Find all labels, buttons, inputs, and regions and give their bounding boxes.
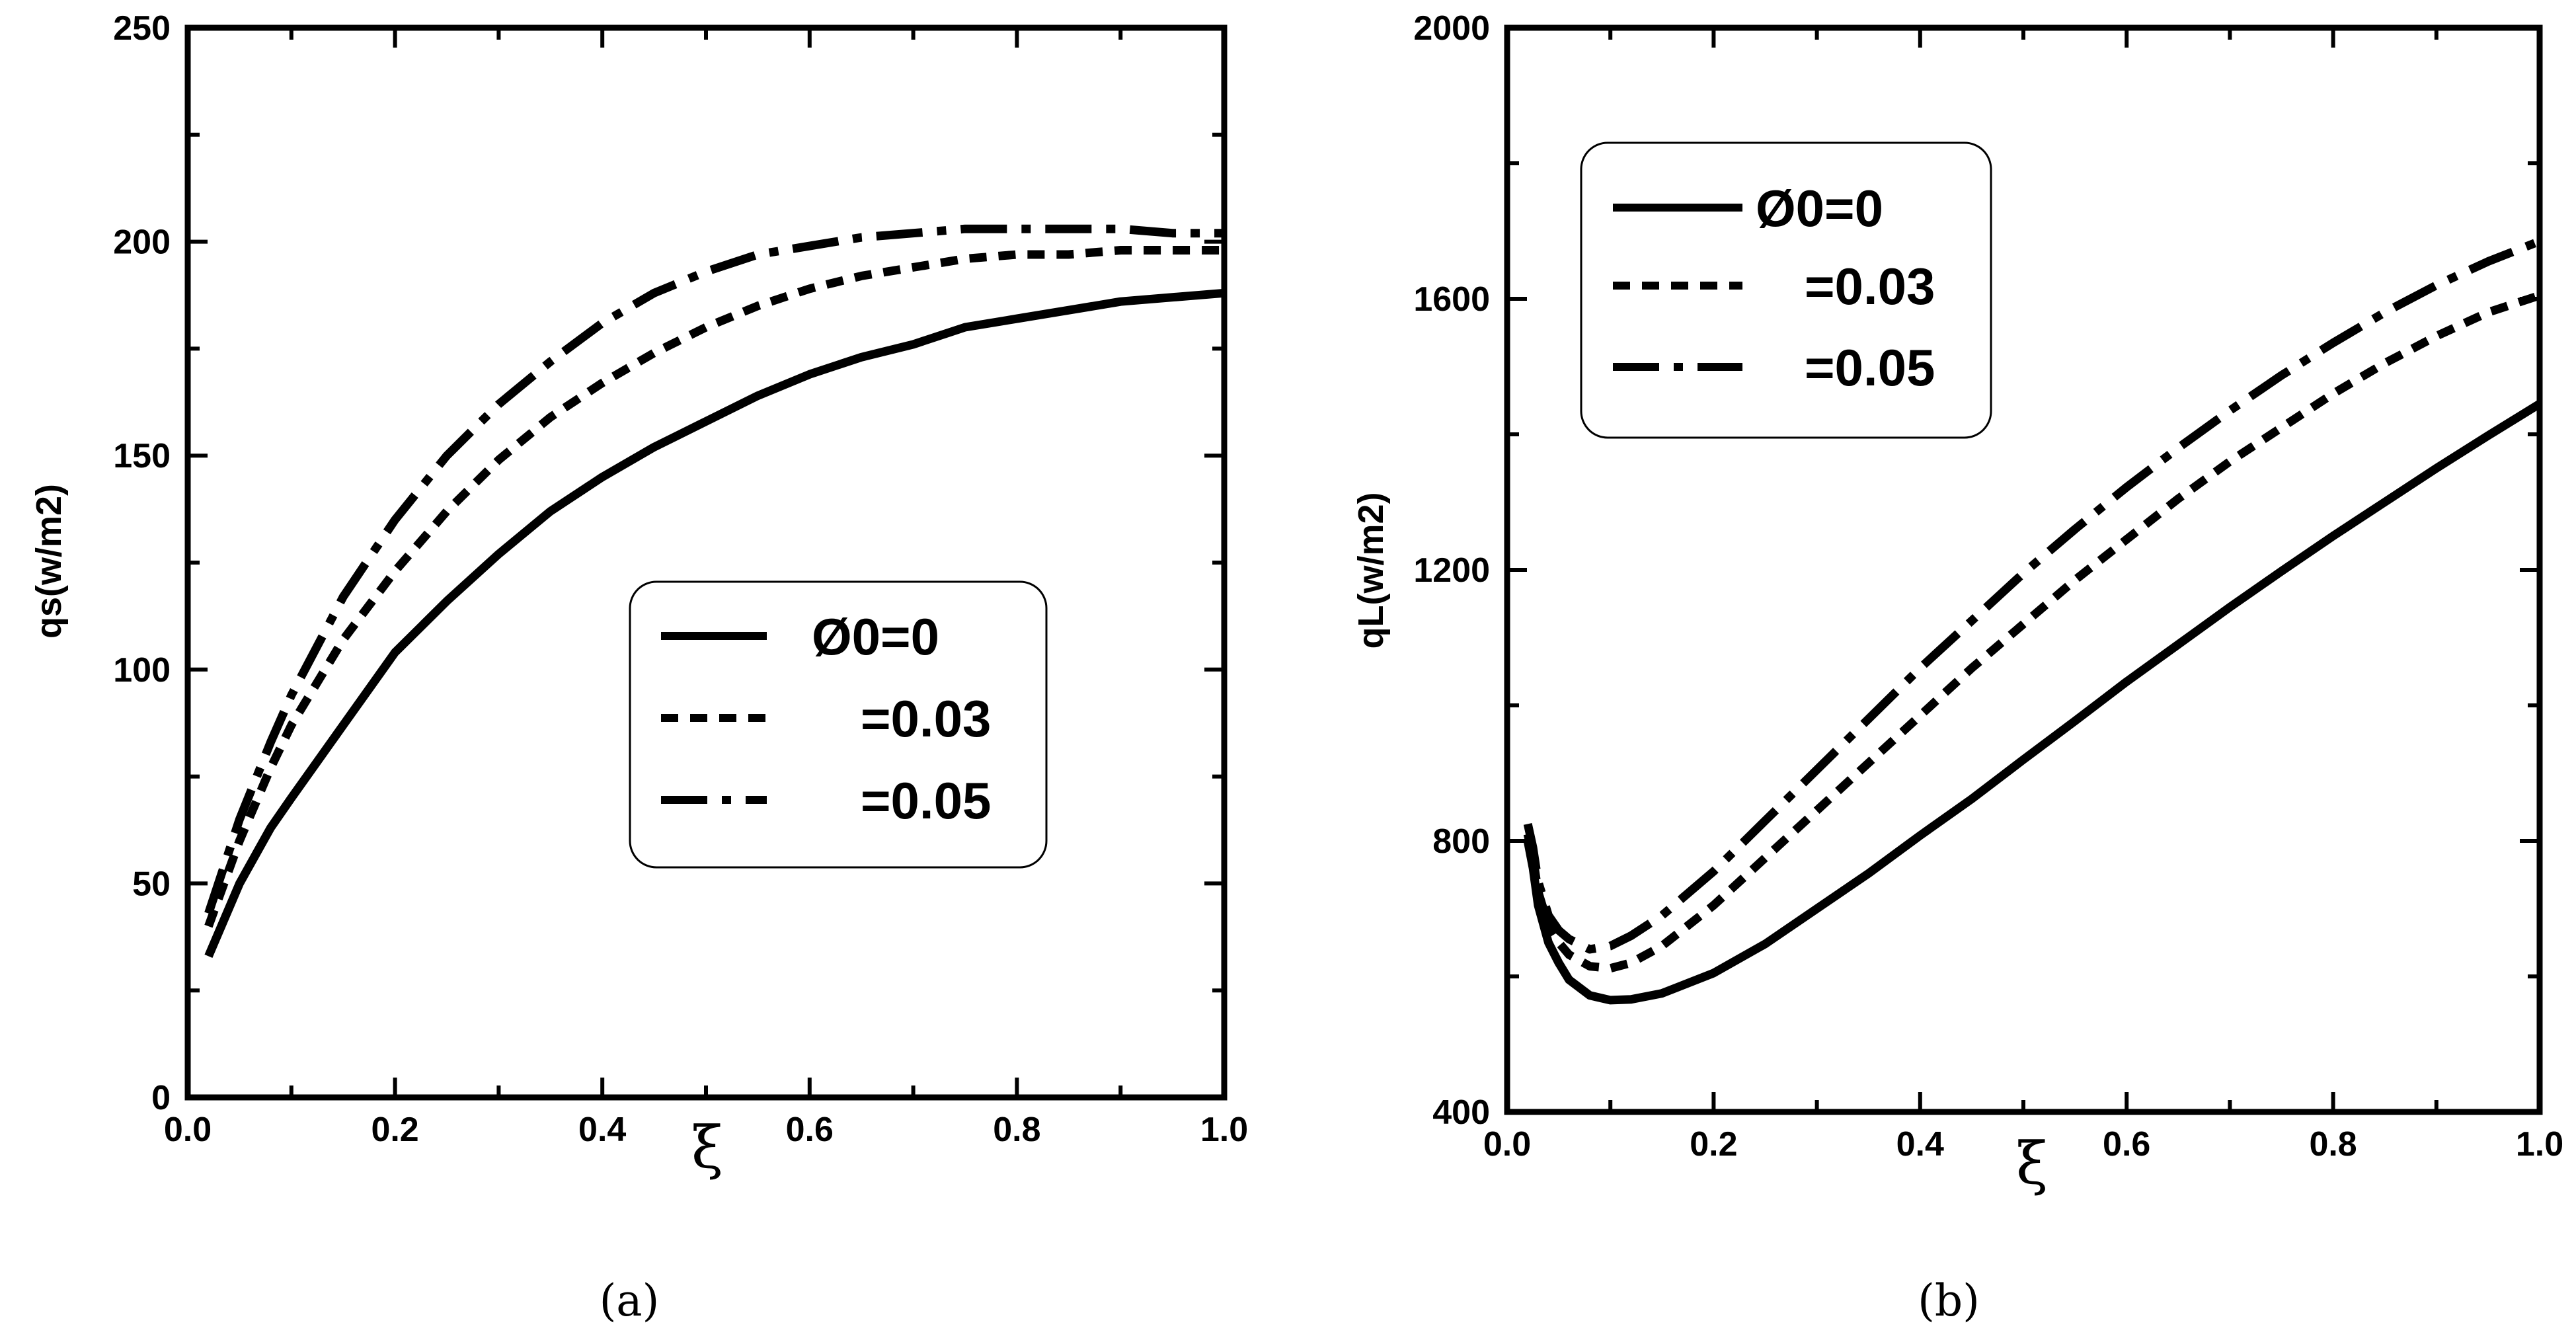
x-tick-label: 0.6 (2103, 1125, 2150, 1164)
x-tick-label: 0.4 (578, 1111, 626, 1149)
y-tick-label: 1200 (1413, 551, 1490, 590)
x-tick-label: 0.6 (786, 1111, 834, 1149)
chart-panel-b: 0.0 0.2 0.4 0.6 0.8 1.0 400 800 1200 1600 2000 qL… (1351, 9, 2563, 1326)
chart-b-caption: (b) (1918, 1275, 1980, 1326)
chart-b-y-tick-labels: 400 800 1200 1600 2000 (1413, 9, 1490, 1132)
series-line-phi0-0 (204, 288, 1225, 958)
legend-label: Ø0=0 (1756, 179, 1883, 237)
chart-a-x-axis-title: ξ (691, 1113, 723, 1181)
chart-b-plot-frame (1504, 24, 2543, 1115)
y-tick-label: 250 (113, 9, 171, 48)
chart-b-legend: Ø0=0 =0.03 =0.05 (1580, 141, 1992, 439)
chart-a-y-tick-labels: 0 50 100 150 200 250 (113, 9, 171, 1117)
x-tick-label: 0.0 (164, 1111, 212, 1149)
chart-a-caption: (a) (600, 1275, 660, 1326)
y-tick-label: 200 (113, 223, 171, 262)
y-tick-label: 2000 (1413, 9, 1490, 48)
series-line-phi0-0-05 (204, 224, 1224, 915)
legend-label: =0.03 (1805, 257, 1935, 315)
x-tick-label: 1.0 (2516, 1125, 2563, 1164)
y-tick-label: 150 (113, 437, 171, 475)
x-tick-label: 0.4 (1896, 1125, 1944, 1164)
chart-b-legend-box (1580, 141, 1992, 439)
legend-label: =0.05 (861, 771, 991, 830)
series-line-phi0-0-03 (204, 246, 1224, 928)
series-line-phi0-0 (1523, 400, 2542, 1005)
y-tick-label: 0 (151, 1079, 171, 1117)
chart-a-y-axis-title: qs(w/m2) (29, 484, 69, 639)
y-tick-label: 100 (113, 651, 171, 690)
x-tick-label: 0.2 (1690, 1125, 1737, 1164)
chart-a-legend-box (629, 580, 1048, 869)
chart-a-plot-frame (184, 24, 1228, 1101)
chart-b-x-tick-labels: 0.0 0.2 0.4 0.6 0.8 1.0 (1483, 1125, 2563, 1164)
legend-label: =0.05 (1805, 338, 1935, 397)
chart-panel-a: 0.0 0.2 0.4 0.6 0.8 1.0 0 50 100 150 200 250 qs(w/… (29, 9, 1248, 1326)
x-tick-label: 0.8 (2309, 1125, 2357, 1164)
x-tick-label: 0.0 (1483, 1125, 1531, 1164)
x-tick-label: 0.8 (993, 1111, 1040, 1149)
chart-b-y-axis-title: qL(w/m2) (1351, 493, 1391, 649)
y-tick-label: 50 (132, 865, 171, 903)
chart-a-series (204, 224, 1225, 958)
y-tick-label: 1600 (1413, 280, 1490, 319)
x-tick-label: 0.2 (371, 1111, 418, 1149)
chart-b-series (1523, 237, 2542, 1005)
y-tick-label: 800 (1432, 822, 1490, 861)
legend-label: =0.03 (861, 690, 991, 748)
series-line-phi0-0-03 (1523, 291, 2542, 973)
series-line-phi0-0-05 (1523, 237, 2542, 954)
chart-a-legend: Ø0=0 =0.03 =0.05 (629, 580, 1048, 869)
x-tick-label: 1.0 (1200, 1111, 1248, 1149)
y-tick-label: 400 (1432, 1093, 1490, 1132)
chart-a-x-tick-labels: 0.0 0.2 0.4 0.6 0.8 1.0 (164, 1111, 1248, 1149)
chart-b-x-axis-title: ξ (2016, 1129, 2048, 1197)
legend-label: Ø0=0 (812, 608, 939, 666)
